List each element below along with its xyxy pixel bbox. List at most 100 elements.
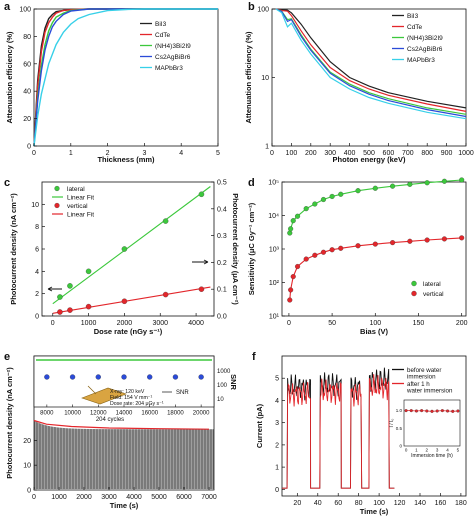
panel-d-point-lateral <box>320 196 327 203</box>
panel-e-inset-xtick-label: 14000 <box>116 411 133 417</box>
panel-f-xlabel: Time (s) <box>360 507 389 516</box>
panel-d-legend-label: lateral <box>423 281 441 288</box>
panel-f-xtick-label: 100 <box>373 500 385 507</box>
panel-c-ytick-label: 6 <box>35 247 39 254</box>
panel-c-xtick-label: 4000 <box>188 320 204 327</box>
panel-e-xtick-label: 5000 <box>151 494 167 501</box>
panel-a-ytick-label: 100 <box>19 7 31 14</box>
panel-e-ytick-right-label: 10 <box>217 397 224 403</box>
panel-e-inset-xtick-label: 12000 <box>90 411 107 417</box>
panel-d-point-vertical <box>338 245 344 251</box>
panel-b-series-(NH4)3Bi2I9 <box>275 8 467 115</box>
panel-c-right-ytick-label: 0.2 <box>217 260 227 267</box>
panel-a-ytick-label: 20 <box>23 116 31 123</box>
panel-a-series-BiI3 <box>33 8 218 147</box>
panel-a-series-MAPbBr3 <box>33 8 218 147</box>
panel-f-legend-label: water immersion <box>406 388 453 395</box>
panel-f-xtick-label: 180 <box>455 500 467 507</box>
panel-e-inset-xtick-label: 18000 <box>167 411 184 417</box>
panel-f-ytick-label: 0 <box>275 487 279 494</box>
panel-a-xtick-label: 4 <box>179 150 183 157</box>
panel-e-ylabel-right: SNR <box>229 374 238 390</box>
panel-a-ylabel: Attenuation efficiency (%) <box>5 31 14 124</box>
panel-d-point-vertical <box>407 238 413 244</box>
panel-c-legend-label: Linear Fit <box>67 212 94 219</box>
panel-f-ytick-label: 5 <box>275 376 279 383</box>
panel-d-ytick-label: 10⁵ <box>268 180 279 187</box>
panel-d-point-vertical <box>303 256 309 262</box>
panel-e-ytick-label: 10 <box>23 463 31 470</box>
panel-d-point-vertical <box>294 263 301 270</box>
panel-f-inset-xtick-label: 0 <box>405 448 408 453</box>
panel-d-point-lateral <box>459 177 465 183</box>
panel-a-ytick-label: 0 <box>27 144 31 151</box>
panel-b-ytick-label: 1 <box>265 144 269 151</box>
panel-f-xtick-label: 60 <box>334 500 342 507</box>
panel-f-xtick-label: 40 <box>314 500 322 507</box>
panel-c-point-vertical <box>85 303 92 310</box>
panel-a-xtick-label: 1 <box>69 150 73 157</box>
panel-b-xtick-label: 1000 <box>458 150 474 157</box>
panel-b-xtick-label: 900 <box>441 150 453 157</box>
panel-d-legend-label: vertical <box>423 291 444 298</box>
panel-d-point-lateral <box>287 230 293 236</box>
panel-f-inset-xtick-label: 2 <box>426 448 429 453</box>
panel-d-line-vertical <box>289 237 462 301</box>
panel-b-xtick-label: 700 <box>402 150 414 157</box>
panel-a-legend-label: MAPbBr3 <box>155 65 183 72</box>
panel-a-xtick-label: 3 <box>142 150 146 157</box>
panel-b-xtick-label: 0 <box>270 150 274 157</box>
panel-d-point-vertical <box>287 297 293 303</box>
panel-e-inset-label: 204 cycles <box>96 417 124 423</box>
panel-e-snr-point <box>69 374 76 380</box>
panel-e-ytick-right-label: 1000 <box>217 369 231 375</box>
panel-b-xtick-label: 800 <box>421 150 433 157</box>
panel-c-ytick-label: 8 <box>35 224 39 231</box>
panel-e-ytick-label: 20 <box>23 438 31 445</box>
panel-f-inset-xtick-label: 1 <box>415 448 418 453</box>
panel-c-legend-label: Linear Fit <box>67 195 94 202</box>
panel-f-inset-point <box>420 409 424 413</box>
panel-e-xtick-label: 6000 <box>176 494 192 501</box>
panel-a-legend-label: BiI3 <box>155 21 167 28</box>
panel-d-line-lateral <box>289 179 462 234</box>
panel-b-ylabel: Attenuation efficiency (%) <box>244 31 253 124</box>
panel-f-ytick-label: 2 <box>275 442 279 449</box>
panel-a-series-(NH4)3Bi2I9 <box>33 8 218 147</box>
panel-d-point-vertical <box>390 240 396 246</box>
panel-a-series-CdTe <box>33 8 218 147</box>
panel-d-point-lateral <box>303 206 309 212</box>
panel-b-xlabel: Photon energy (keV) <box>333 155 406 164</box>
panel-c-left-arrow <box>47 286 62 292</box>
panel-e-snr-point <box>147 374 153 380</box>
panel-e-xtick-label: 7000 <box>201 494 217 501</box>
panel-a-legend-label: (NH4)3Bi2I9 <box>155 43 191 50</box>
panel-label: c <box>4 177 10 189</box>
panel-e-cycles <box>33 420 215 489</box>
panel-e-snr-point <box>95 374 101 380</box>
panel-e-inset-xtick-label: 10000 <box>64 411 81 417</box>
panel-f-xtick-label: 120 <box>394 500 406 507</box>
panel-d-ytick-label: 10³ <box>269 247 280 254</box>
panel-f-inset-xlabel: Immersion time (h) <box>411 453 453 459</box>
panel-f-inset-point <box>446 409 450 413</box>
panel-f-xtick-label: 80 <box>355 500 363 507</box>
panel-b-series-Cs2AgBiBr6 <box>275 8 467 118</box>
panel-e-inset-frame <box>33 355 215 408</box>
panel-a-ytick-label: 60 <box>23 61 31 68</box>
panel-b-frame <box>271 8 467 147</box>
panel-e-xtick-label: 1000 <box>51 494 67 501</box>
panel-c-point-vertical <box>57 309 63 315</box>
panel-a-frame <box>33 8 219 147</box>
panel-f-ylabel: Current (pA) <box>255 403 264 448</box>
panel-e-annotation: Field: 154 V mm⁻¹ <box>110 395 153 401</box>
panel-f-frame <box>281 355 467 497</box>
panel-e-ylabel: Photocurrent density (nA cm⁻²) <box>5 367 14 479</box>
panel-c-xtick-label: 2000 <box>117 320 133 327</box>
panel-c-xtick-label: 1000 <box>81 320 97 327</box>
panel-f-legend-label: after 1 h <box>407 381 430 388</box>
panel-b-series-CdTe <box>275 8 467 112</box>
panel-f-inset-point <box>425 409 429 413</box>
panel-c-point-lateral <box>162 218 169 224</box>
panel-e-ytick-label: 0 <box>27 488 31 495</box>
